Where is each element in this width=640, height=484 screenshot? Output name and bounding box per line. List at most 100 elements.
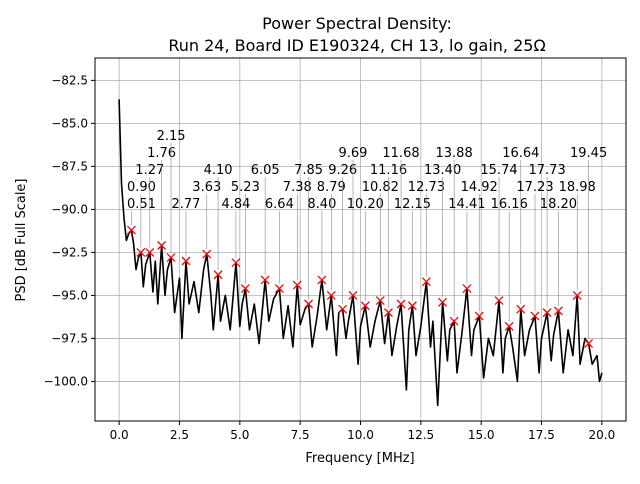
peak-marker-stroke bbox=[407, 301, 417, 311]
peak-marker-stroke bbox=[384, 308, 393, 318]
peak-marker-stroke bbox=[553, 306, 563, 316]
peak-marker bbox=[326, 290, 336, 300]
peak-marker bbox=[126, 225, 136, 235]
peak-marker-stroke bbox=[292, 280, 302, 290]
peak-label: 13.40 bbox=[424, 163, 461, 178]
peak-label: 19.45 bbox=[570, 146, 607, 161]
peak-label: 2.15 bbox=[157, 129, 186, 144]
x-tick-label: 2.5 bbox=[170, 428, 189, 442]
y-tick-label: −100.0 bbox=[44, 374, 88, 388]
peak-marker bbox=[145, 247, 155, 257]
peak-marker-stroke bbox=[240, 284, 250, 293]
peak-marker bbox=[202, 249, 212, 259]
peak-marker bbox=[181, 256, 191, 266]
peak-label: 15.74 bbox=[480, 163, 517, 178]
peak-label: 7.85 bbox=[294, 163, 323, 178]
peak-label: 11.16 bbox=[370, 163, 407, 178]
peak-marker bbox=[136, 247, 146, 257]
peak-marker bbox=[494, 296, 504, 306]
peak-marker-stroke bbox=[231, 258, 241, 268]
peak-marker-stroke bbox=[166, 253, 176, 263]
peak-marker-stroke bbox=[348, 290, 358, 300]
peak-marker bbox=[504, 321, 514, 331]
peak-marker-stroke bbox=[274, 284, 284, 293]
x-tick-label: 17.5 bbox=[528, 428, 555, 442]
peak-label: 3.63 bbox=[192, 180, 221, 195]
peak-label: 9.26 bbox=[328, 163, 357, 178]
peak-marker-stroke bbox=[584, 339, 594, 349]
peak-marker-stroke bbox=[572, 290, 582, 300]
y-tick-label: −95.0 bbox=[51, 288, 88, 302]
peak-marker-stroke bbox=[462, 284, 472, 293]
peak-marker-stroke bbox=[542, 308, 552, 318]
peak-marker-stroke bbox=[213, 270, 223, 280]
peak-marker-stroke bbox=[474, 311, 484, 321]
peak-label: 16.16 bbox=[491, 197, 528, 212]
peak-label: 7.38 bbox=[283, 180, 312, 195]
peak-label: 0.51 bbox=[127, 197, 156, 212]
peak-marker-stroke bbox=[145, 247, 155, 257]
x-tick-label: 0.0 bbox=[110, 428, 129, 442]
peak-marker-stroke bbox=[494, 296, 504, 306]
peak-marker bbox=[542, 308, 552, 318]
psd-line bbox=[118, 99, 603, 407]
peak-marker-stroke bbox=[338, 304, 348, 314]
peak-marker bbox=[317, 275, 327, 285]
peak-label: 12.15 bbox=[394, 197, 431, 212]
peak-marker bbox=[474, 311, 484, 321]
x-tick-label: 12.5 bbox=[407, 428, 434, 442]
peak-marker bbox=[338, 304, 348, 314]
peak-marker bbox=[421, 277, 431, 287]
peak-marker-stroke bbox=[202, 249, 212, 259]
y-tick-label: −92.5 bbox=[51, 245, 88, 259]
peak-marker-stroke bbox=[157, 241, 167, 250]
peak-marker-stroke bbox=[260, 275, 270, 285]
peak-label: 2.77 bbox=[172, 197, 201, 212]
peak-marker-stroke bbox=[136, 247, 146, 257]
peak-label: 4.84 bbox=[222, 197, 251, 212]
peak-marker bbox=[304, 299, 314, 309]
peak-marker bbox=[530, 311, 540, 321]
peak-marker bbox=[375, 296, 385, 306]
peak-label: 17.73 bbox=[529, 163, 566, 178]
peak-marker bbox=[462, 284, 472, 293]
peak-label: 8.79 bbox=[317, 180, 346, 195]
x-tick-label: 20.0 bbox=[589, 428, 616, 442]
peak-marker bbox=[407, 301, 417, 311]
y-tick-label: −85.0 bbox=[51, 116, 88, 130]
peak-marker bbox=[166, 253, 176, 263]
x-tick-label: 5.0 bbox=[230, 428, 249, 442]
peak-label: 12.73 bbox=[408, 180, 445, 195]
peak-marker-stroke bbox=[126, 225, 136, 235]
peak-marker-stroke bbox=[530, 311, 540, 321]
peak-label: 11.68 bbox=[382, 146, 419, 161]
peak-label: 10.82 bbox=[362, 180, 399, 195]
peak-marker-stroke bbox=[421, 277, 431, 287]
peak-marker-stroke bbox=[504, 321, 514, 331]
peak-marker bbox=[516, 304, 526, 314]
peak-marker-stroke bbox=[181, 256, 191, 266]
peak-marker bbox=[348, 290, 358, 300]
peak-marker-stroke bbox=[326, 290, 336, 300]
y-tick-label: −87.5 bbox=[51, 159, 88, 173]
y-axis-label: PSD [dB Full Scale] bbox=[14, 178, 29, 301]
peak-marker-stroke bbox=[438, 297, 448, 307]
peak-label: 14.41 bbox=[448, 197, 485, 212]
x-tick-label: 15.0 bbox=[468, 428, 495, 442]
peak-label: 6.05 bbox=[251, 163, 280, 178]
peak-label: 10.20 bbox=[347, 197, 384, 212]
chart-title-line2: Run 24, Board ID E190324, CH 13, lo gain… bbox=[168, 36, 545, 55]
peak-label: 8.40 bbox=[307, 197, 336, 212]
peak-marker bbox=[384, 308, 393, 318]
x-axis-label: Frequency [MHz] bbox=[305, 451, 414, 466]
peak-label: 4.10 bbox=[204, 163, 233, 178]
peak-marker bbox=[213, 270, 223, 280]
peak-label: 14.92 bbox=[461, 180, 498, 195]
peak-label: 0.90 bbox=[127, 180, 156, 195]
peak-label: 18.20 bbox=[540, 197, 577, 212]
peak-marker bbox=[260, 275, 270, 285]
peak-marker bbox=[438, 297, 448, 307]
peak-label: 5.23 bbox=[231, 180, 260, 195]
peak-label: 17.23 bbox=[516, 180, 553, 195]
